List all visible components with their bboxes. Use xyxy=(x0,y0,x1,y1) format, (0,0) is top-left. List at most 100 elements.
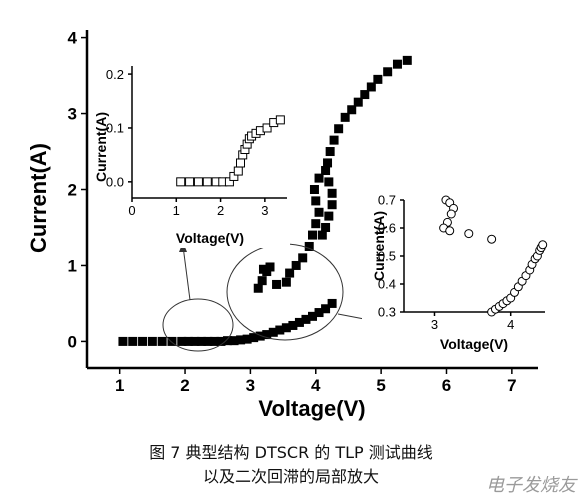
data-point xyxy=(294,317,304,327)
data-point xyxy=(464,229,474,239)
main-ticks: 1 2 3 4 5 6 7 0 1 2 3 4 xyxy=(68,29,517,395)
data-point xyxy=(183,336,193,346)
data-point xyxy=(308,230,317,240)
inset-right-y-tick-label: 0.5 xyxy=(378,249,396,264)
data-point xyxy=(257,276,267,286)
data-point xyxy=(242,334,252,344)
data-point xyxy=(298,253,308,263)
data-point xyxy=(329,135,339,145)
data-point xyxy=(185,177,195,187)
main-y-tick-label: 4 xyxy=(68,29,78,48)
data-point xyxy=(347,105,357,115)
data-point xyxy=(366,82,376,92)
inset-left-y-tick-label: 0.0 xyxy=(106,175,124,190)
data-point xyxy=(340,112,350,122)
data-point xyxy=(138,336,148,346)
data-point xyxy=(360,90,370,100)
data-point xyxy=(324,177,334,187)
data-point xyxy=(229,336,239,346)
data-point xyxy=(353,97,363,107)
data-point xyxy=(147,336,157,346)
inset-left-y-tick-label: 0.2 xyxy=(106,67,124,82)
data-point xyxy=(304,241,314,251)
data-point xyxy=(323,158,333,168)
data-point xyxy=(255,331,265,341)
data-point xyxy=(392,59,402,69)
data-point xyxy=(321,166,331,176)
data-point xyxy=(223,336,233,346)
right-inset-ticks: 3 4 0.3 0.4 0.5 0.6 0.7 xyxy=(378,193,514,332)
data-point xyxy=(325,147,335,157)
right-inset-series xyxy=(439,195,548,317)
data-point xyxy=(487,234,497,244)
right-inset-background xyxy=(362,188,564,358)
inset-right-y-tick-label: 0.7 xyxy=(378,193,396,208)
data-point xyxy=(301,314,311,324)
data-point xyxy=(334,124,344,134)
main-y-tick-label: 1 xyxy=(68,257,77,276)
main-y-tick-label: 2 xyxy=(68,181,77,200)
figure-caption-line-2: 以及二次回滞的局部放大 xyxy=(202,467,379,486)
inset-left-x-tick-label: 0 xyxy=(128,203,135,218)
data-point xyxy=(281,323,291,333)
data-point xyxy=(327,188,337,198)
data-point xyxy=(327,298,337,308)
data-point xyxy=(321,222,331,232)
data-point xyxy=(445,226,455,236)
data-point xyxy=(203,336,213,346)
data-point xyxy=(446,209,456,219)
data-point xyxy=(176,177,186,187)
data-point xyxy=(196,336,206,346)
data-point xyxy=(202,177,212,187)
data-point xyxy=(281,277,291,287)
data-point xyxy=(383,67,393,77)
right-inset-y-axis-label: Current(A) xyxy=(371,211,387,281)
data-point xyxy=(177,336,187,346)
data-point xyxy=(249,333,259,343)
left-inset-series xyxy=(176,115,285,187)
data-point xyxy=(236,335,246,345)
data-point xyxy=(157,336,167,346)
inset-left-x-tick-label: 1 xyxy=(173,203,180,218)
left-inset-background xyxy=(94,52,290,248)
left-inset-ticks: 0 1 2 3 0.0 0.1 0.2 xyxy=(106,67,269,218)
data-point xyxy=(265,262,275,272)
main-y-tick-label: 3 xyxy=(68,105,77,124)
main-x-axis-label: Voltage(V) xyxy=(258,396,365,421)
data-point xyxy=(314,308,324,318)
inset-right-y-tick-label: 0.3 xyxy=(378,305,396,320)
inset-left-x-tick-label: 2 xyxy=(217,203,224,218)
data-point xyxy=(233,166,243,176)
data-point xyxy=(236,158,245,168)
data-point xyxy=(190,336,200,346)
data-point xyxy=(308,311,317,321)
right-inset-x-axis-label: Voltage(V) xyxy=(440,336,508,352)
inset-left-y-tick-label: 0.1 xyxy=(106,121,124,136)
data-point xyxy=(314,207,324,217)
data-point xyxy=(216,336,226,346)
main-y-tick-label: 0 xyxy=(68,333,77,352)
low-current-ellipse xyxy=(162,298,234,352)
main-x-tick-label: 4 xyxy=(311,376,321,395)
arrow-to-left-inset xyxy=(182,245,191,301)
data-point xyxy=(262,330,272,340)
data-point xyxy=(317,230,327,240)
data-point xyxy=(167,336,177,346)
main-x-tick-label: 6 xyxy=(442,376,451,395)
data-point xyxy=(275,325,285,335)
data-point xyxy=(309,185,319,195)
main-x-tick-label: 1 xyxy=(115,376,124,395)
data-point xyxy=(262,123,272,133)
watermark-logo: 电子发烧友 xyxy=(486,475,576,496)
main-y-axis-label: Current(A) xyxy=(26,143,51,253)
data-point xyxy=(321,304,331,314)
data-point xyxy=(314,173,324,183)
main-x-tick-label: 5 xyxy=(376,376,385,395)
main-x-tick-label: 2 xyxy=(180,376,189,395)
data-point xyxy=(253,283,263,293)
main-x-tick-label: 3 xyxy=(246,376,255,395)
inset-right-y-tick-label: 0.6 xyxy=(378,221,396,236)
data-point xyxy=(288,320,298,330)
data-point xyxy=(285,268,295,278)
